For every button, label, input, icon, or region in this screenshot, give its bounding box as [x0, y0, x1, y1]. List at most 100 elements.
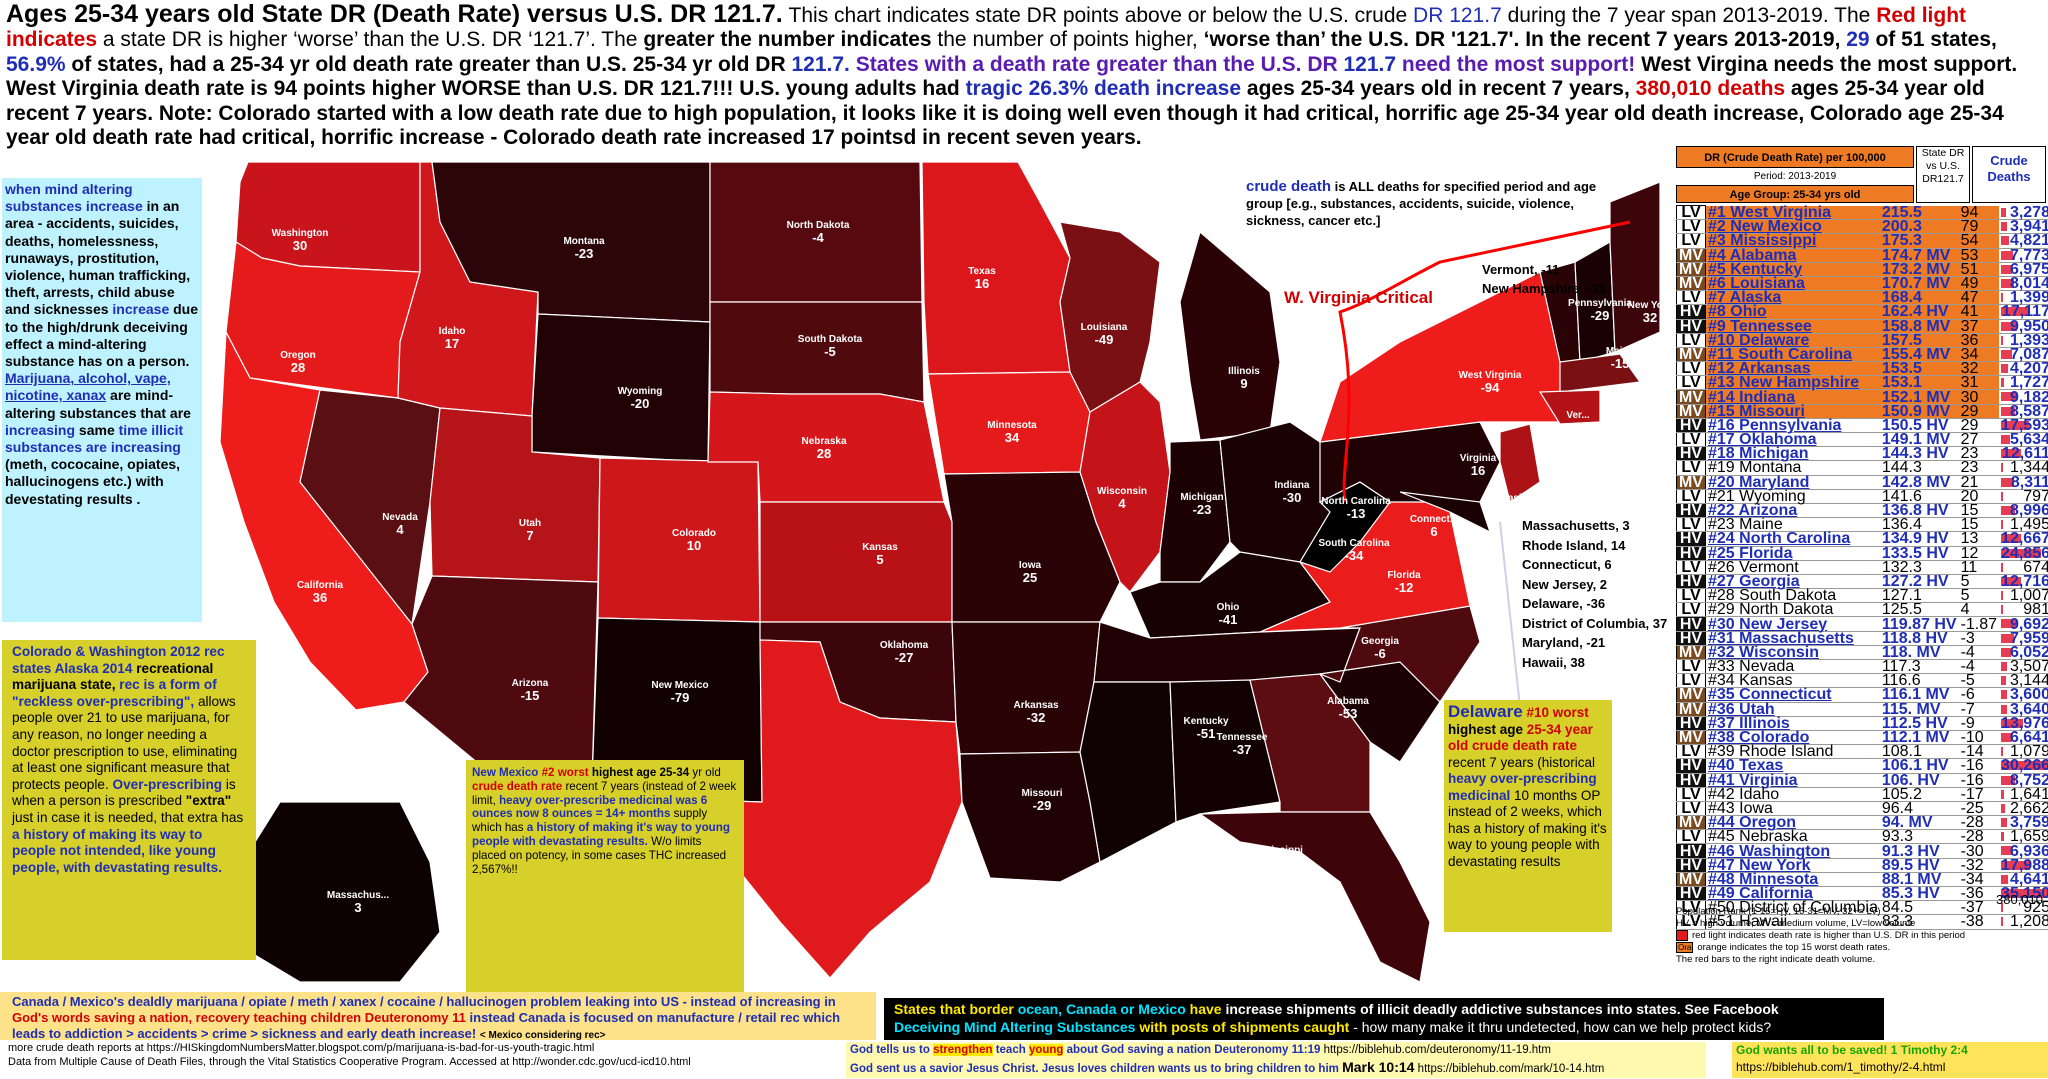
leftbox-t5: Marijuana, alcohol, vape, nicotine, xana…	[5, 370, 171, 404]
points-cell: 20	[1958, 488, 2000, 504]
crude-deaths-value: 1,208	[2009, 913, 2048, 931]
pop-rank-cell: MV	[1676, 687, 1706, 703]
crude-deaths-cell: 8,752	[1999, 772, 2048, 788]
header-p3: the number of points higher,	[937, 28, 1198, 52]
de-t1: Delaware	[1448, 702, 1523, 721]
state-label-value: -32	[1026, 710, 1046, 725]
source-link-1[interactable]: more crude death reports at https://HISk…	[8, 1042, 595, 1054]
rank-table-body: LV #1 West Virginia 215.5 94 3,278 LV #2 New …	[1676, 204, 2048, 931]
state-label-value: -23	[574, 246, 594, 261]
pop-rank-cell: MV	[1676, 247, 1706, 263]
table-row: MV #11 South Carolina 155.4 MV 34 7,087	[1676, 346, 2048, 363]
state-label: Virginia 16	[1460, 453, 1497, 477]
crude-deaths-value: 6,936	[2009, 842, 2048, 860]
crude-deaths-value: 1,393	[2009, 331, 2048, 349]
pop-rank-cell: HV	[1676, 616, 1706, 632]
b2e[interactable]: Deceiving Mind Altering Substances	[894, 1019, 1136, 1035]
source-link-2[interactable]: Data from Multiple Cause of Death Files,…	[8, 1055, 691, 1068]
deaths-bar	[2001, 591, 2004, 601]
nm-t1: New Mexico	[472, 766, 539, 779]
state-cell: #2 New Mexico	[1705, 219, 1880, 235]
pop-rank-cell: LV	[1676, 375, 1706, 391]
points-cell: 29	[1958, 403, 2000, 419]
pop-rank-cell: LV	[1676, 290, 1706, 306]
pop-rank-cell: LV	[1676, 900, 1706, 916]
crude-deaths-value: 2,662	[2009, 799, 2048, 817]
leftbox-t6: are mind-altering substances that are	[5, 387, 191, 421]
crude-deaths-cell: 7,773	[1999, 247, 2048, 263]
crude-deaths-value: 3,640	[2009, 700, 2048, 718]
b2c: have	[1189, 1001, 1222, 1017]
deaths-bar	[2001, 732, 2013, 742]
deaths-bar	[2001, 690, 2008, 700]
deaths-bar	[2001, 491, 2004, 501]
crude-deaths-value: 9,692	[2009, 615, 2048, 633]
crude-deaths-cell: 6,936	[1999, 842, 2048, 860]
b4k[interactable]: https://biblehub.com/mark/10-14.htm	[1417, 1063, 1605, 1075]
crude-deaths-value: 3,507	[2009, 658, 2048, 676]
points-cell: -32	[1958, 857, 2000, 873]
state-label: South Dakota -5	[798, 334, 862, 358]
table-head-period: Period: 2013-2019	[1753, 171, 1837, 182]
points-cell: -16	[1958, 772, 2000, 788]
lb2-t8: "extra"	[185, 793, 232, 809]
state-cell: #10 Delaware	[1705, 332, 1880, 348]
pop-rank-cell: LV	[1676, 431, 1706, 448]
state-label-name: Arkansas	[1013, 700, 1059, 711]
b2g: - how many make it thru undetected, how …	[1353, 1019, 1772, 1035]
source-note: more crude death reports at https://HISk…	[0, 1042, 856, 1069]
b4i: God sent us a savior Jesus Christ. Jesus…	[850, 1063, 1339, 1075]
b4h[interactable]: https://biblehub.com/deuteronomy/11-19.h…	[1323, 1044, 1551, 1056]
crude-deaths-cell: 797	[1999, 488, 2048, 504]
crude-t2: is ALL deaths for specified period and a…	[1246, 179, 1597, 228]
state-cell: #11 South Carolina	[1705, 346, 1880, 363]
deaths-bar	[2001, 207, 2007, 217]
state-label-name: Alaska	[1497, 493, 1531, 504]
table-row: MV #5 Kentucky 173.2 MV 51 6,975	[1676, 261, 2048, 277]
points-cell: -17	[1958, 786, 2000, 802]
state-label-name: Georgia	[1361, 636, 1399, 647]
points-cell: -3	[1958, 630, 2000, 646]
delaware-note: Delaware #10 worst highest age 25-34 yea…	[1444, 700, 1612, 932]
b5a: God wants all to be saved! 1 Timothy 2:4	[1736, 1043, 1968, 1057]
state-label: Alabama -53	[1327, 696, 1369, 720]
pop-rank-cell: MV	[1676, 729, 1706, 746]
table-row: MV #20 Maryland 142.8 MV 21 8,311	[1676, 474, 2048, 490]
dr-cell: 153.5	[1879, 361, 1959, 377]
crude-deaths-value: 1,727	[2009, 374, 2048, 392]
state-cell: #8 Ohio	[1705, 304, 1880, 320]
crude-deaths-cell: 4,207	[1999, 361, 2048, 377]
small-state-item: Connecticut, 6	[1522, 557, 1612, 572]
small-state-item: Hawaii, 38	[1522, 654, 1585, 670]
state-label-value: -23	[1192, 502, 1212, 517]
points-cell: 41	[1958, 304, 2000, 320]
state-label-value: 16	[1470, 463, 1486, 478]
deaths-bar	[2001, 917, 2004, 927]
deaths-bar	[2001, 534, 2022, 544]
state-label-name: Kentucky	[1183, 716, 1229, 727]
pop-rank-cell: HV	[1676, 304, 1706, 320]
b5b[interactable]: https://biblehub.com/1_timothy/2-4.html	[1736, 1060, 1946, 1074]
points-cell: -37	[1958, 900, 2000, 916]
state-cell: #13 New Hampshire	[1705, 375, 1880, 391]
rec-states-note: Colorado & Washington 2012 rec states Al…	[2, 640, 256, 960]
state-label: Connect... 6	[1410, 514, 1458, 538]
table-row: LV #28 South Dakota 127.1 5 1,007	[1676, 588, 2048, 604]
b4b: strengthen	[933, 1044, 993, 1056]
pop-rank-cell: LV	[1676, 744, 1706, 760]
pop-rank-cell: MV	[1676, 644, 1706, 661]
b1d: < Mexico considering rec>	[479, 1030, 606, 1041]
deaths-bar	[2001, 278, 2015, 288]
state-label-value: -20	[630, 396, 650, 411]
b2d: increase shipments of illicit deadly add…	[1225, 1001, 1779, 1017]
crude-death-note: crude death is ALL deaths for specified …	[1246, 178, 1636, 229]
state-cell: #23 Maine	[1705, 517, 1880, 533]
dr-cell: 142.8 MV	[1879, 474, 1959, 490]
points-cell: 13	[1958, 531, 2000, 547]
header-dr-val: 121.7	[1449, 4, 1502, 27]
small-state-item: Maryland, -21	[1522, 635, 1606, 650]
leftbox-t8: same	[78, 421, 115, 438]
crude-deaths-cell: 17,988	[1999, 857, 2048, 873]
deaths-bar	[2001, 605, 2004, 615]
crude-deaths-cell: 981	[1999, 602, 2048, 618]
